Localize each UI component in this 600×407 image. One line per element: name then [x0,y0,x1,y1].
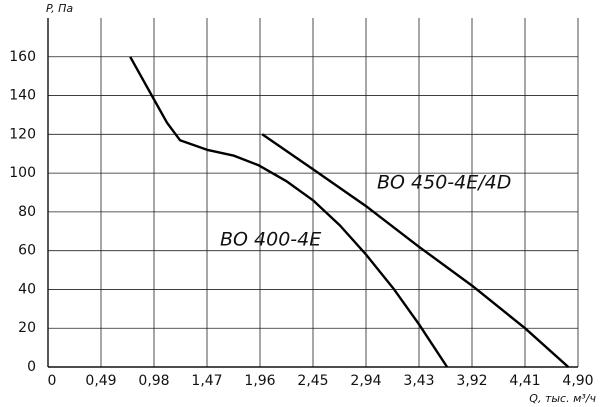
y-tick-label: 0 [27,359,36,375]
x-tick-label: 0,98 [138,373,169,389]
curve [261,133,570,368]
x-tick-label: 1,96 [244,373,275,389]
y-axis-label: P, Па [46,2,73,15]
curve-label: BO 450-4E/4D [377,172,511,194]
x-tick-label: 3,92 [456,373,487,389]
y-tick-label: 140 [9,88,36,104]
y-tick-label: 100 [9,165,36,181]
x-tick-label: 3,43 [403,373,434,389]
curve-label: BO 400-4E [220,229,321,251]
y-tick-label: 20 [18,320,36,336]
x-tick-label: 0,49 [85,373,116,389]
x-axis-label: Q, тыс. м³/ч [529,392,596,405]
y-tick-label: 60 [18,243,36,259]
x-tick-label: 1,47 [191,373,222,389]
x-tick-label: 2,94 [350,373,381,389]
y-tick-label: 120 [9,126,36,142]
x-tick-label: 4,90 [562,373,593,389]
y-tick-label: 80 [18,204,36,220]
y-tick-label: 40 [18,281,36,297]
x-tick-label: 2,45 [297,373,328,389]
curve [129,56,449,368]
x-tick-label: 0 [48,373,57,389]
y-tick-label: 160 [9,49,36,65]
x-tick-label: 4,41 [509,373,540,389]
